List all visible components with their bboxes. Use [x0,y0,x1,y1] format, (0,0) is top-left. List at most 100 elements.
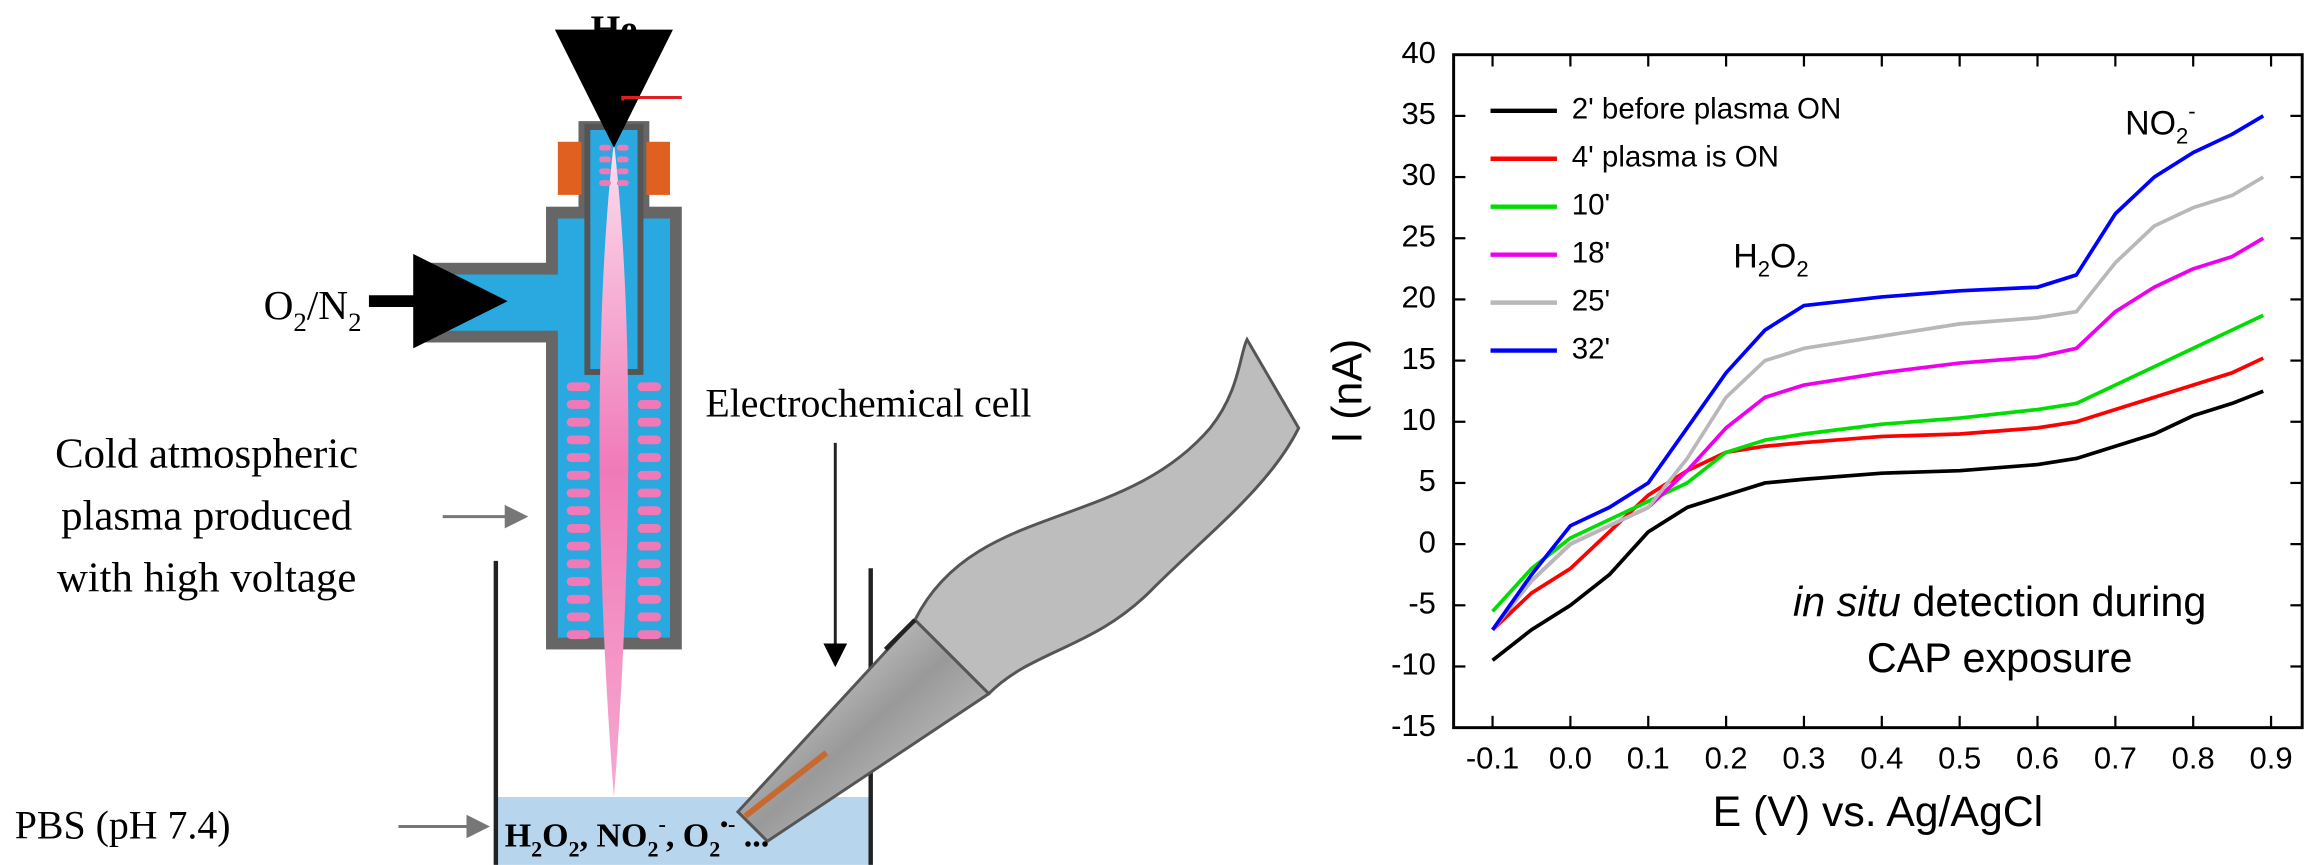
text-part: 2 [1758,257,1770,282]
plasma-dot [637,559,662,569]
series-line [1491,356,2265,632]
x-tick-label: 0.1 [1627,740,1670,775]
plasma-dot [637,382,662,392]
plasma-dot [566,400,591,409]
plasma-dot [637,435,662,445]
plasma-dot [616,156,629,163]
text-part: /N [307,282,348,328]
probe-tip [743,750,829,819]
annotation: H2O2 [1733,237,1808,281]
electrode [646,141,670,195]
legend-label: 4' plasma is ON [1572,141,1779,174]
text-part: 2 [569,836,580,861]
x-tick-label: 0.7 [2094,740,2137,775]
text-part: CAP exposure [1867,635,2133,681]
plasma-dot [566,453,591,463]
plasma-dot [599,180,611,187]
text-part: 2 [709,836,720,861]
plasma-dot [637,577,662,586]
plasma-dot [566,417,591,427]
plasma-dot [599,168,611,175]
x-tick-label: 0.8 [2172,740,2215,775]
y-tick-label: 20 [1401,280,1435,315]
y-tick-label: 0 [1419,524,1436,559]
plasma-dot [637,630,662,640]
annotation: CAP exposure [1867,635,2133,681]
x-axis-label: E (V) vs. Ag/AgCl [1713,788,2043,836]
plasma-dot [566,594,591,604]
plasma-dot [637,612,662,622]
text-part: detection during [1901,579,2206,625]
y-tick-label: 5 [1419,463,1436,498]
x-tick-label: 0.9 [2250,740,2293,775]
plasma-dot [637,488,662,498]
text-part: O [264,282,294,328]
text-part: 2 [293,307,306,337]
legend-label: 32' [1572,332,1610,365]
text-part: 2 [531,836,542,861]
text-part: NO [2125,105,2176,143]
text-part: O [1770,237,1796,275]
annotation: in situ detection during [1793,579,2206,625]
text-part: O [542,817,568,854]
plasma-dot [566,506,591,516]
plasma-dot [637,470,662,480]
plasma-dot [637,506,662,516]
y-axis-label: I (nA) [1324,339,1372,444]
legend-label: 25' [1572,284,1610,317]
text-part: - [658,811,665,836]
text-part: 2 [1796,257,1808,282]
legend-label: 18' [1572,236,1610,269]
plasma [599,141,629,798]
y-tick-label: 10 [1401,402,1435,437]
plasma-dot [566,523,591,533]
x-tick-label: 0.2 [1705,740,1748,775]
text-part: - [2188,99,2195,124]
chart: -15 -10 -5 0 5 10 15 20 25 30 35 40 -0.1 0.0 0.1 0.2 0.3… [1324,35,2304,836]
label: H2O2, NO2-, O2•- ... [505,811,770,861]
plasma-dot [637,523,662,533]
x-tick-label: -0.1 [1466,740,1519,775]
text-part: 2 [647,836,658,861]
x-tick-label: 0.0 [1549,740,1592,775]
text-part: 2 [2176,124,2188,149]
plasma-dot [637,594,662,604]
plot-frame [1452,53,2304,730]
label: with high voltage [57,554,356,601]
series-line [1491,114,2265,631]
plasma-dot [566,382,591,392]
y-tick-label: 15 [1401,341,1435,376]
series-line [1491,175,2265,631]
annotation: NO2- [2125,99,2196,149]
plasma-dot [566,435,591,445]
plasma-dot [566,559,591,569]
plasma-dots [566,144,662,640]
plasma-dot [637,417,662,427]
y-tick-label: -10 [1391,647,1436,682]
wire [621,96,682,101]
x-tick-label: 0.5 [1938,740,1981,775]
plasma-dot [566,630,591,640]
plasma-dot [566,577,591,586]
plasma-dot [566,612,591,622]
series-line [1491,313,2265,613]
plasma-dot [637,453,662,463]
plasma-dot [616,168,629,175]
y-tick-label: 35 [1401,96,1435,131]
text-part: H [505,817,531,854]
legend-label: 2' before plasma ON [1572,93,1842,126]
plasma-dot [616,180,629,187]
plasma-dot [599,144,611,151]
label: plasma produced [61,492,352,539]
label: O2/N2 [264,282,362,337]
plasma-dot [566,541,591,551]
y-tick-label: -5 [1408,585,1436,620]
text-part: , O [666,817,709,854]
plasma-dot [599,156,611,163]
x-tick-label: 0.6 [2016,740,2059,775]
label: Cold atmospheric [55,430,358,477]
label: PBS (pH 7.4) [15,803,231,848]
x-tick-label: 0.3 [1782,740,1825,775]
series-line [1491,389,2264,662]
y-tick-label: -15 [1391,708,1436,743]
